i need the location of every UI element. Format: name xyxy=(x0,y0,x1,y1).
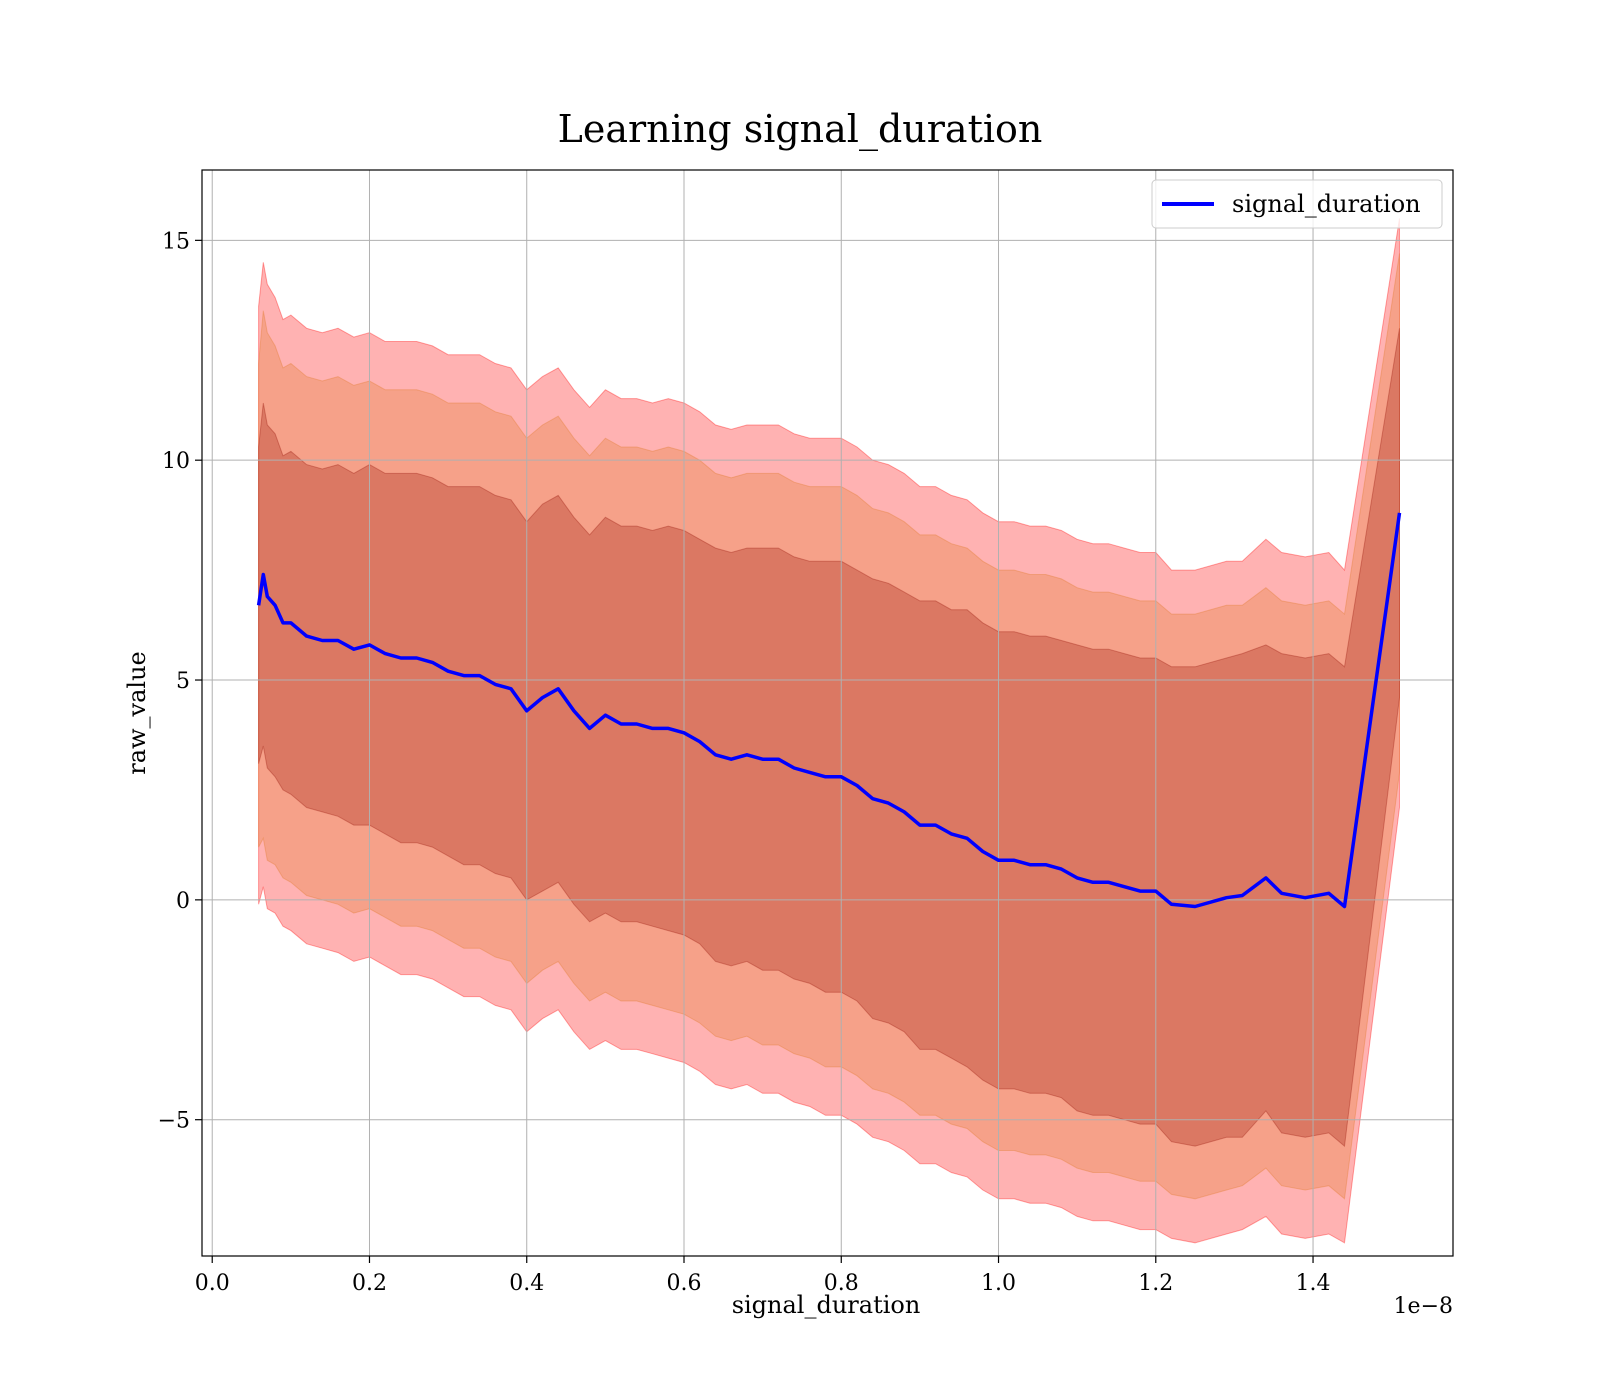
series-lines xyxy=(256,512,1402,909)
confidence-band-0 xyxy=(258,328,1400,1148)
legend: signal_duration xyxy=(1151,179,1443,229)
x-tick-label: 0.4 xyxy=(509,1271,544,1296)
x-tick-label: 1.0 xyxy=(981,1271,1016,1296)
y-tick-label: 5 xyxy=(176,669,190,694)
x-axis-ticks: 0.0 0.2 0.4 0.6 0.8 1.0 1.2 1.4 xyxy=(195,1256,1331,1296)
x-tick-label: 0.8 xyxy=(824,1271,859,1296)
series-line-0 xyxy=(256,512,1402,909)
x-tick-label: 0.2 xyxy=(352,1271,387,1296)
x-tick-label: 0.0 xyxy=(195,1271,230,1296)
y-tick-label: 10 xyxy=(162,449,190,474)
x-axis-label: signal_duration xyxy=(732,1291,921,1319)
legend-box xyxy=(1151,179,1443,229)
confidence-bands xyxy=(258,218,1400,1244)
x-axis-offset-text: 1e−8 xyxy=(1394,1294,1453,1319)
y-tick-label: −5 xyxy=(158,1109,190,1134)
confidence-band-2 xyxy=(258,218,1400,1244)
y-axis-label: raw_value xyxy=(123,651,151,775)
y-tick-label: 0 xyxy=(176,889,190,914)
x-tick-label: 1.4 xyxy=(1296,1271,1331,1296)
grid xyxy=(202,170,1453,1256)
plot-frame xyxy=(201,169,1454,1257)
x-tick-label: 1.2 xyxy=(1138,1271,1173,1296)
y-axis-ticks: −5 0 5 10 15 xyxy=(158,229,202,1134)
legend-label: signal_duration xyxy=(1232,190,1421,218)
confidence-band-1 xyxy=(258,253,1400,1200)
y-tick-label: 15 xyxy=(162,229,190,254)
chart-title: Learning signal_duration xyxy=(558,107,1043,152)
x-tick-label: 0.6 xyxy=(667,1271,702,1296)
